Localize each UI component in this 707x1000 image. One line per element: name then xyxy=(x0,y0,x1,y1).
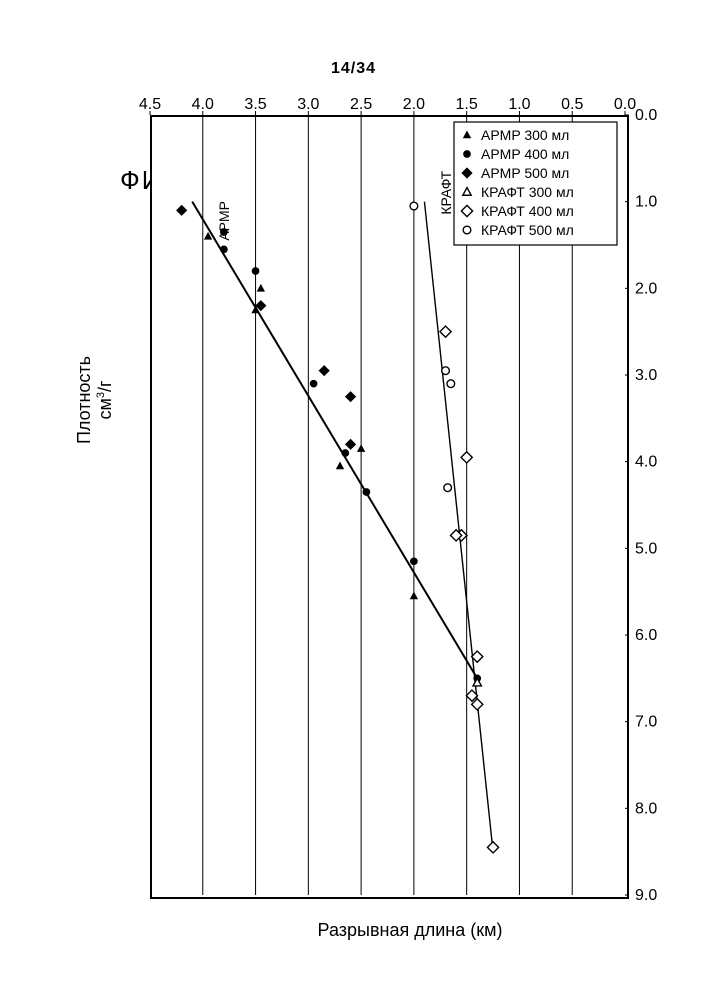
data-point xyxy=(252,267,260,275)
data-point xyxy=(176,205,187,216)
svg-text:7.0: 7.0 xyxy=(635,714,657,731)
data-point xyxy=(363,488,371,496)
data-point xyxy=(345,439,356,450)
data-point xyxy=(410,592,418,600)
legend-label: APMP 400 мл xyxy=(481,146,569,162)
series-annotation: КРАФТ xyxy=(438,170,454,214)
legend-label: КРАФТ 500 мл xyxy=(481,222,574,238)
svg-text:4.0: 4.0 xyxy=(635,454,657,471)
svg-text:1.5: 1.5 xyxy=(456,96,478,113)
legend-label: КРАФТ 400 мл xyxy=(481,203,574,219)
svg-text:8.0: 8.0 xyxy=(635,800,657,817)
svg-text:5.0: 5.0 xyxy=(635,540,657,557)
svg-text:3.0: 3.0 xyxy=(297,96,319,113)
svg-text:0.0: 0.0 xyxy=(614,96,636,113)
data-point xyxy=(447,380,455,388)
data-point xyxy=(357,444,365,452)
apmp-trend xyxy=(192,202,477,679)
data-point xyxy=(461,452,472,463)
svg-text:4.5: 4.5 xyxy=(139,96,161,113)
chart-svg: APMP КРАФТ 0.0 0.5 1.0 1.5 2.0 2.5 3.0 3.5 4.0 4.5… xyxy=(0,0,707,1000)
data-point xyxy=(444,484,452,492)
svg-text:0.5: 0.5 xyxy=(561,96,583,113)
svg-text:2.0: 2.0 xyxy=(403,96,425,113)
data-point xyxy=(310,380,318,388)
data-point xyxy=(220,245,228,253)
data-point xyxy=(410,202,418,210)
data-point xyxy=(487,842,498,853)
legend-label: КРАФТ 300 мл xyxy=(481,184,574,200)
svg-text:3.5: 3.5 xyxy=(244,96,266,113)
data-point xyxy=(410,557,418,565)
data-point xyxy=(319,365,330,376)
data-point xyxy=(341,449,349,457)
data-point xyxy=(345,391,356,402)
svg-text:4.0: 4.0 xyxy=(192,96,214,113)
svg-text:1.0: 1.0 xyxy=(635,194,657,211)
legend-label: APMP 300 мл xyxy=(481,127,569,143)
svg-text:2.5: 2.5 xyxy=(350,96,372,113)
legend-label: APMP 500 мл xyxy=(481,165,569,181)
svg-text:0.0: 0.0 xyxy=(635,107,657,124)
data-point xyxy=(442,367,450,375)
svg-text:2.0: 2.0 xyxy=(635,280,657,297)
data-point xyxy=(336,462,344,470)
series-annotation: APMP xyxy=(216,201,232,241)
svg-text:3.0: 3.0 xyxy=(635,367,657,384)
svg-text:9.0: 9.0 xyxy=(635,887,657,904)
kraft-trend xyxy=(424,202,493,852)
svg-text:1.0: 1.0 xyxy=(508,96,530,113)
data-point xyxy=(440,326,451,337)
svg-text:6.0: 6.0 xyxy=(635,627,657,644)
data-point xyxy=(257,284,265,292)
